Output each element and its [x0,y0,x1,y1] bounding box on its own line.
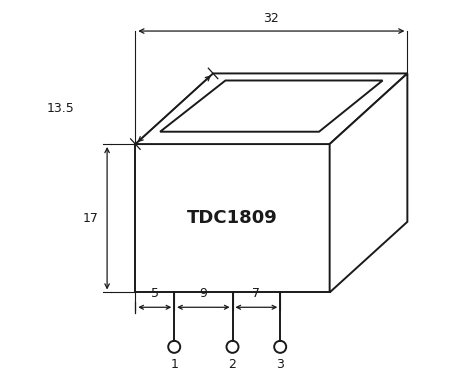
Text: 3: 3 [276,358,284,371]
Polygon shape [135,73,407,144]
Polygon shape [330,73,407,293]
Text: 13.5: 13.5 [47,102,75,115]
Text: 32: 32 [264,12,279,25]
Text: 7: 7 [252,287,260,300]
Text: 5: 5 [151,287,159,300]
Text: 1: 1 [170,358,178,371]
Text: 9: 9 [199,287,207,300]
Polygon shape [135,144,330,293]
Text: 2: 2 [229,358,236,371]
Text: TDC1809: TDC1809 [187,209,278,227]
Polygon shape [160,81,383,132]
Text: 17: 17 [82,212,98,225]
